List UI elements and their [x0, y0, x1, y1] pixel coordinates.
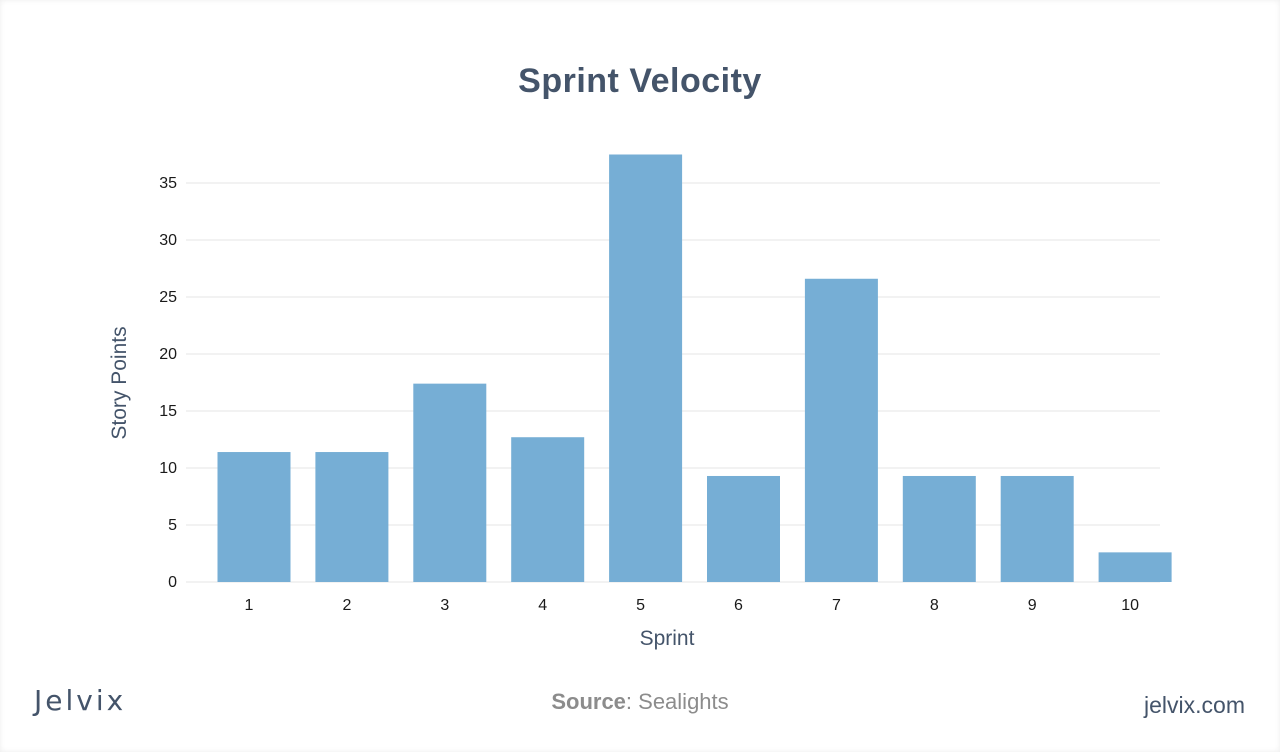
x-tick-label: 7: [832, 597, 841, 614]
bar: [413, 383, 487, 582]
bar: [609, 154, 683, 582]
bar: [1098, 552, 1172, 582]
y-tick-label: 20: [159, 346, 177, 363]
x-tick-label: 4: [538, 597, 547, 614]
x-tick-label: 6: [734, 597, 743, 614]
x-axis-title: Sprint: [640, 627, 695, 650]
x-tick-label: 10: [1121, 597, 1139, 614]
y-tick-label: 35: [159, 175, 177, 192]
brand-logo: Jelvix: [34, 684, 127, 717]
source-note: Source: Sealights: [0, 689, 1280, 715]
bar: [707, 475, 780, 582]
site-link[interactable]: jelvix.com: [1144, 692, 1245, 718]
bar: [902, 475, 976, 582]
y-tick-label: 5: [168, 517, 177, 534]
y-tick-label: 10: [159, 460, 177, 477]
x-tick-label: 3: [440, 597, 449, 614]
x-tick-label: 9: [1028, 597, 1037, 614]
bar: [804, 278, 878, 582]
bar: [1000, 475, 1074, 582]
y-tick-label: 15: [159, 403, 177, 420]
x-tick-label: 8: [930, 597, 939, 614]
x-tick-label: 5: [636, 597, 645, 614]
chart-title: Sprint Velocity: [518, 62, 762, 100]
source-label: Source: [551, 689, 626, 714]
bar: [511, 437, 585, 582]
y-axis-title: Story Points: [108, 326, 131, 439]
x-tick-label: 2: [342, 597, 351, 614]
bar: [217, 452, 291, 582]
bar: [315, 452, 389, 582]
x-tick-label: 1: [245, 597, 254, 614]
y-tick-label: 25: [159, 289, 177, 306]
source-value: : Sealights: [625, 689, 729, 714]
y-tick-label: 30: [159, 232, 177, 249]
y-tick-label: 0: [168, 574, 177, 591]
